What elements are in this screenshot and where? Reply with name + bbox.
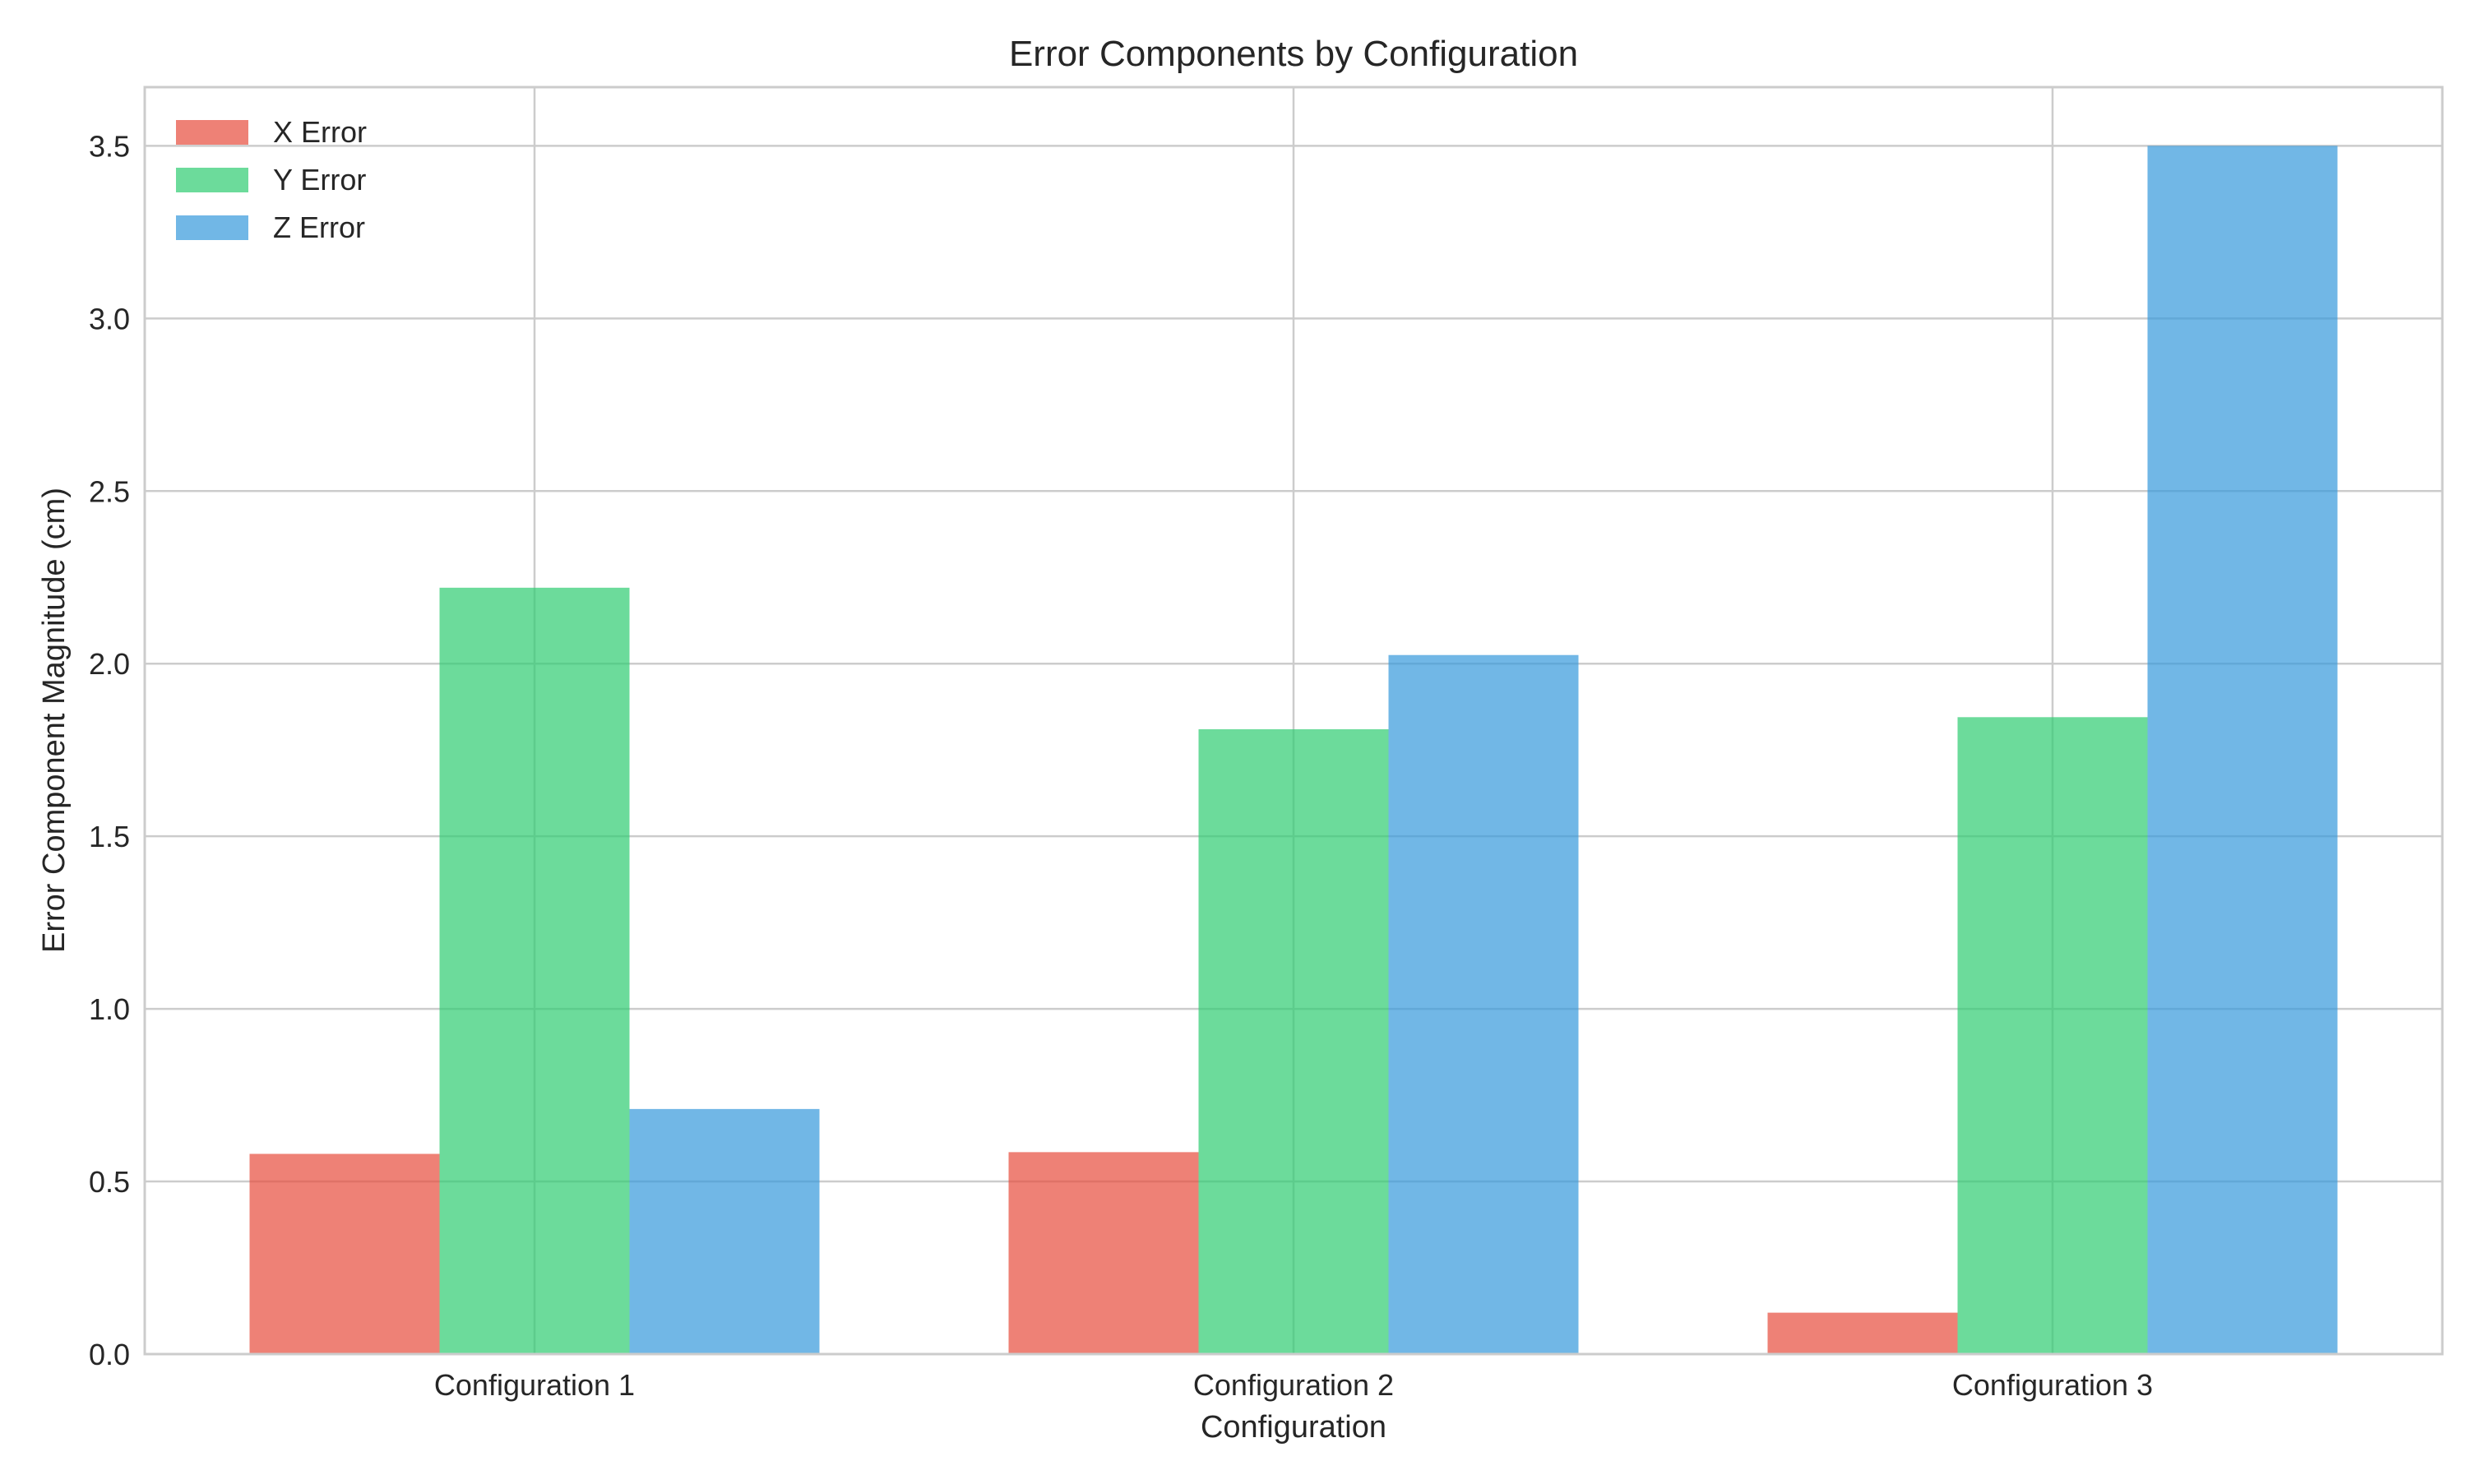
- bar-z-error-2: [1388, 654, 1579, 1354]
- y-axis-label: Error Component Magnitude (cm): [37, 488, 72, 953]
- bar-x-error-2: [1008, 1152, 1199, 1354]
- bars: [249, 146, 2338, 1354]
- y-tick-label: 1.5: [89, 820, 130, 853]
- y-tick-label: 3.5: [89, 129, 130, 163]
- chart-title: Error Components by Configuration: [1009, 34, 1578, 74]
- bar-y-error-1: [439, 587, 630, 1354]
- x-tick-labels: Configuration 1 Configuration 2 Configurat…: [434, 1368, 2153, 1402]
- bar-x-error-1: [249, 1153, 440, 1354]
- x-tick-label: Configuration 1: [434, 1368, 635, 1402]
- legend-swatch: [176, 120, 248, 145]
- y-tick-labels: 0.0 0.5 1.0 1.5 2.0 2.5 3.0 3.5: [89, 129, 130, 1371]
- y-tick-label: 2.5: [89, 474, 130, 508]
- legend-swatch: [176, 215, 248, 240]
- legend: X Error Y Error Z Error: [176, 115, 367, 244]
- x-axis-label: Configuration: [1201, 1410, 1386, 1445]
- y-tick-label: 3.0: [89, 302, 130, 335]
- bar-x-error-3: [1767, 1312, 1958, 1354]
- bar-z-error-1: [629, 1108, 820, 1354]
- legend-label: Y Error: [273, 163, 366, 196]
- y-tick-label: 2.0: [89, 647, 130, 681]
- y-tick-label: 0.0: [89, 1338, 130, 1371]
- plot-frame: [143, 86, 2444, 1356]
- y-tick-label: 0.5: [89, 1165, 130, 1199]
- x-tick-label: Configuration 3: [1952, 1368, 2153, 1402]
- bar-z-error-3: [2147, 146, 2338, 1354]
- bar-y-error-2: [1198, 728, 1389, 1354]
- legend-swatch: [176, 168, 248, 192]
- legend-label: Z Error: [273, 210, 365, 244]
- y-tick-label: 1.0: [89, 992, 130, 1026]
- x-tick-label: Configuration 2: [1193, 1368, 1394, 1402]
- legend-label: X Error: [273, 115, 367, 149]
- bar-y-error-3: [1957, 717, 2148, 1354]
